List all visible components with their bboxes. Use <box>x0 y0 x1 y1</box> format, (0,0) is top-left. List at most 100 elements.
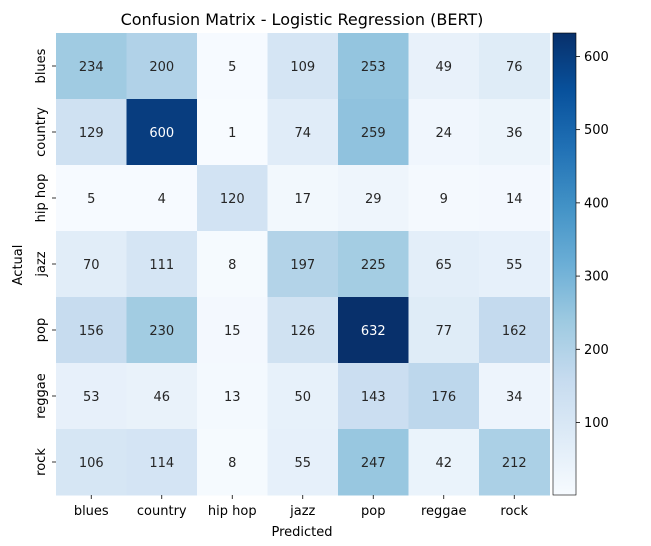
heatmap-cell <box>197 33 268 100</box>
cell-value-label: 129 <box>79 126 104 141</box>
heatmap-cell <box>479 99 550 166</box>
colorbar-tick-label: 500 <box>584 123 609 138</box>
cell-value-label: 70 <box>83 258 100 273</box>
heatmap-cell <box>197 231 268 298</box>
colorbar-tick-label: 100 <box>584 416 609 431</box>
heatmap-cell <box>126 33 198 100</box>
cell-value-label: 8 <box>228 258 236 273</box>
cell-value-label: 212 <box>502 456 527 471</box>
cell-value-label: 15 <box>224 324 241 339</box>
heatmap-cell <box>408 363 480 430</box>
cell-value-label: 55 <box>294 456 311 471</box>
y-tick-label: rock <box>34 448 49 476</box>
y-tick-label: pop <box>34 318 49 342</box>
heatmap-cell <box>126 297 198 364</box>
y-axis-label: Actual <box>11 245 26 286</box>
cell-value-label: 53 <box>83 390 100 405</box>
cell-value-label: 1 <box>228 126 236 141</box>
cell-value-label: 65 <box>435 258 452 273</box>
cell-value-label: 9 <box>440 192 448 207</box>
y-tick-label: reggae <box>34 373 49 419</box>
colorbar-tick-label: 200 <box>584 343 609 358</box>
heatmap-cells: 234 200 5 109 253 49 76 129 600 1 74 259 24 36 5 4 120 17… <box>56 33 550 496</box>
cell-value-label: 120 <box>220 192 245 207</box>
heatmap-cell <box>338 297 409 364</box>
heatmap-cell <box>56 99 127 166</box>
cell-value-label: 126 <box>290 324 315 339</box>
x-axis-label: Predicted <box>271 525 332 540</box>
x-tick-label: rock <box>500 504 528 519</box>
cell-value-label: 42 <box>435 456 452 471</box>
heatmap-cell <box>338 165 409 232</box>
colorbar-tick-label: 300 <box>584 270 609 285</box>
x-tick-label: pop <box>361 504 385 519</box>
cell-value-label: 13 <box>224 390 241 405</box>
heatmap-cell <box>197 297 268 364</box>
cell-value-label: 176 <box>431 390 456 405</box>
heatmap-cell <box>267 363 339 430</box>
cell-value-label: 234 <box>79 60 104 75</box>
heatmap-cell <box>338 429 409 496</box>
heatmap-cell <box>479 165 550 232</box>
chart-title: Confusion Matrix - Logistic Regression (… <box>121 10 484 29</box>
x-tick-label: blues <box>74 504 109 519</box>
heatmap-cell <box>126 363 198 430</box>
heatmap-cell <box>338 99 409 166</box>
heatmap-cell <box>267 297 339 364</box>
cell-value-label: 46 <box>153 390 170 405</box>
colorbar-frame <box>552 32 577 496</box>
heatmap-cell <box>267 429 339 496</box>
cell-value-label: 34 <box>506 390 523 405</box>
cell-value-label: 247 <box>361 456 386 471</box>
cell-value-label: 24 <box>435 126 452 141</box>
heatmap-cell <box>56 363 127 430</box>
cell-value-label: 200 <box>149 60 174 75</box>
heatmap-cell <box>479 429 550 496</box>
heatmap-cell <box>56 429 127 496</box>
heatmap-cell <box>408 297 480 364</box>
cell-value-label: 49 <box>435 60 452 75</box>
colorbar-gradient <box>553 33 576 495</box>
colorbar-tick-label: 400 <box>584 196 609 211</box>
heatmap-cell <box>479 33 550 100</box>
cell-value-label: 8 <box>228 456 236 471</box>
x-tick-label: hip hop <box>208 504 257 519</box>
cell-value-label: 29 <box>365 192 382 207</box>
cell-value-label: 259 <box>361 126 386 141</box>
cell-value-label: 4 <box>158 192 166 207</box>
cell-value-label: 143 <box>361 390 386 405</box>
heatmap-cell <box>126 231 198 298</box>
colorbar-tick-label: 600 <box>584 50 609 65</box>
heatmap-cell <box>338 363 409 430</box>
x-tick-label: country <box>137 504 187 519</box>
cell-value-label: 55 <box>506 258 523 273</box>
cell-value-label: 111 <box>149 258 174 273</box>
heatmap-cell <box>408 99 480 166</box>
heatmap-cell <box>338 33 409 100</box>
heatmap-cell <box>338 231 409 298</box>
y-tick-label: hip hop <box>34 174 49 223</box>
heatmap-cell <box>56 297 127 364</box>
heatmap-cell <box>197 165 268 232</box>
cell-value-label: 106 <box>79 456 104 471</box>
heatmap-cell <box>126 165 198 232</box>
heatmap-cell <box>267 99 339 166</box>
heatmap-cell <box>479 363 550 430</box>
heatmap-cell <box>408 231 480 298</box>
cell-value-label: 76 <box>506 60 523 75</box>
x-axis-ticks: blues country hip hop jazz pop reggae rock <box>74 495 529 519</box>
heatmap-cell <box>408 33 480 100</box>
x-tick-label: reggae <box>421 504 467 519</box>
cell-value-label: 230 <box>149 324 174 339</box>
heatmap-cell <box>56 231 127 298</box>
heatmap-cell <box>56 33 127 100</box>
cell-value-label: 114 <box>149 456 174 471</box>
cell-value-label: 253 <box>361 60 386 75</box>
cell-value-label: 109 <box>290 60 315 75</box>
heatmap-cell <box>126 99 198 166</box>
heatmap-cell <box>267 165 339 232</box>
cell-value-label: 197 <box>290 258 315 273</box>
cell-value-label: 632 <box>361 324 386 339</box>
cell-value-label: 225 <box>361 258 386 273</box>
